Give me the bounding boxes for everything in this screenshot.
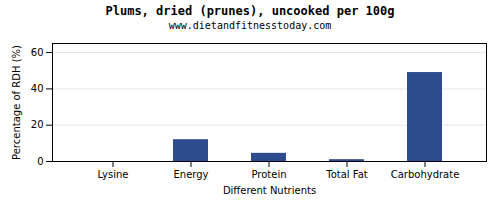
svg-text:Different Nutrients: Different Nutrients xyxy=(223,185,316,196)
svg-text:0: 0 xyxy=(37,156,43,167)
svg-text:60: 60 xyxy=(31,47,44,58)
svg-text:Energy: Energy xyxy=(173,169,208,180)
svg-text:Total Fat: Total Fat xyxy=(325,169,367,180)
html-text:www.dietandfitnesstoday.com: www.dietandfitnesstoday.com xyxy=(168,20,332,31)
svg-text:Percentage of RDH (%): Percentage of RDH (%) xyxy=(11,45,22,160)
html-text:Plums, dried (prunes), uncooke: Plums, dried (prunes), uncooked per 100g xyxy=(105,4,395,18)
svg-text:20: 20 xyxy=(31,119,44,130)
svg-text:Lysine: Lysine xyxy=(97,169,128,180)
svg-text:40: 40 xyxy=(31,83,44,94)
svg-text:Carbohydrate: Carbohydrate xyxy=(391,169,460,180)
svg-text:Protein: Protein xyxy=(251,169,286,180)
